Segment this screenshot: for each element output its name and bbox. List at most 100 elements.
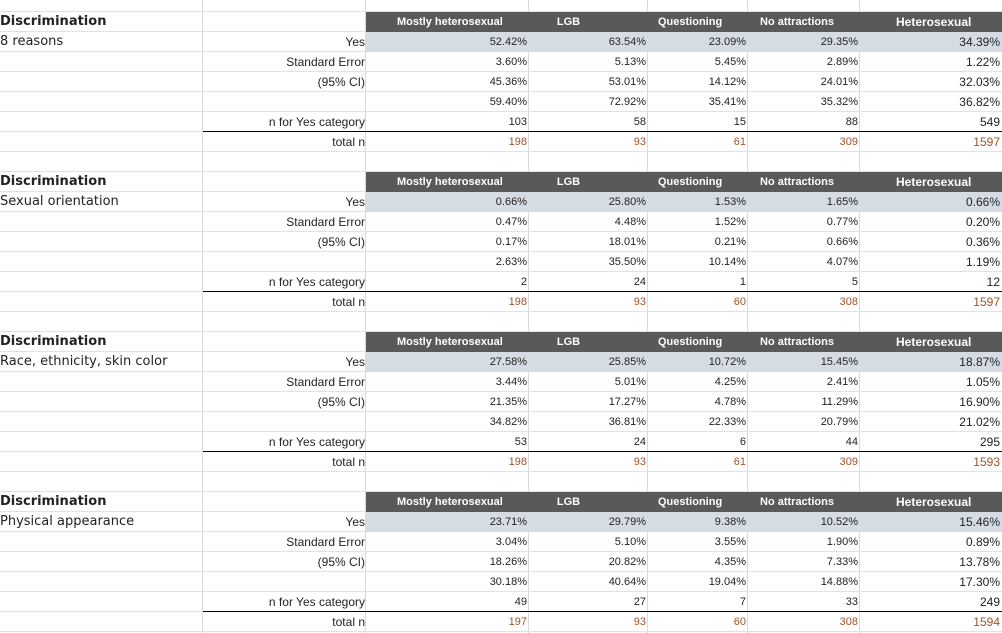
block-title[interactable]: Discrimination (0, 174, 107, 189)
cell-yes[interactable]: 34.39% (860, 32, 1002, 52)
cell-ci-lo[interactable]: 20.82% (608, 556, 646, 568)
cell-yes[interactable]: 18.87% (860, 352, 1002, 372)
cell-ci-hi[interactable]: 36.81% (608, 416, 646, 428)
column-header[interactable]: No attractions (748, 172, 860, 192)
cell-yes[interactable]: 23.71% (366, 512, 529, 532)
cell-ci-hi[interactable]: 4.07% (826, 256, 858, 268)
cell-ci-lo[interactable]: 13.78% (959, 555, 1000, 569)
block-title[interactable]: Discrimination (0, 14, 107, 29)
cell-se[interactable]: 5.13% (614, 56, 646, 68)
cell-n-yes[interactable]: 295 (979, 435, 1000, 449)
cell-ci-hi[interactable]: 34.82% (489, 416, 527, 428)
row-label-n-yes[interactable]: n for Yes category (268, 275, 365, 289)
row-label-se[interactable]: Standard Error (286, 535, 365, 549)
cell-total[interactable]: 93 (633, 616, 646, 628)
cell-ci-lo[interactable]: 4.35% (714, 556, 746, 568)
cell-ci-lo[interactable]: 0.36% (965, 235, 1000, 249)
cell-ci-hi[interactable]: 1.19% (965, 255, 1000, 269)
row-label-total[interactable]: total n (332, 455, 365, 469)
row-label-ci[interactable]: (95% CI) (317, 555, 365, 569)
cell-se[interactable]: 3.04% (495, 536, 527, 548)
cell-ci-lo[interactable]: 21.35% (489, 396, 527, 408)
cell-yes[interactable]: 27.58% (366, 352, 529, 372)
cell-se[interactable]: 3.60% (495, 56, 527, 68)
cell-se[interactable]: 5.10% (614, 536, 646, 548)
column-header[interactable]: Questioning (648, 332, 748, 352)
cell-n-yes[interactable]: 49 (514, 596, 527, 608)
cell-ci-lo[interactable]: 16.90% (959, 395, 1000, 409)
cell-n-yes[interactable]: 7 (739, 596, 746, 608)
cell-ci-hi[interactable]: 20.79% (820, 416, 858, 428)
column-header[interactable]: Questioning (648, 12, 748, 32)
cell-ci-lo[interactable]: 0.66% (826, 236, 858, 248)
cell-total[interactable]: 61 (733, 456, 746, 468)
cell-yes[interactable]: 1.53% (648, 192, 748, 212)
cell-total[interactable]: 60 (733, 296, 746, 308)
cell-ci-hi[interactable]: 19.04% (708, 576, 746, 588)
cell-ci-hi[interactable]: 14.88% (820, 576, 858, 588)
cell-total[interactable]: 309 (839, 136, 858, 148)
cell-ci-lo[interactable]: 7.33% (826, 556, 858, 568)
cell-ci-hi[interactable]: 59.40% (489, 96, 527, 108)
cell-yes[interactable]: 10.72% (648, 352, 748, 372)
cell-total[interactable]: 93 (633, 296, 646, 308)
cell-n-yes[interactable]: 12 (986, 275, 1000, 289)
cell-ci-hi[interactable]: 2.63% (495, 256, 527, 268)
cell-se[interactable]: 3.55% (714, 536, 746, 548)
column-header[interactable]: Questioning (648, 492, 748, 512)
cell-total[interactable]: 1597 (973, 135, 1000, 149)
cell-total[interactable]: 1594 (973, 615, 1000, 629)
column-header[interactable]: Mostly heterosexual (366, 332, 529, 352)
cell-se[interactable]: 1.90% (826, 536, 858, 548)
column-header[interactable]: Mostly heterosexual (366, 172, 529, 192)
cell-total[interactable]: 197 (508, 616, 527, 628)
cell-yes[interactable]: 29.35% (748, 32, 860, 52)
cell-yes[interactable]: 15.45% (748, 352, 860, 372)
cell-yes[interactable]: 25.85% (529, 352, 648, 372)
row-label-total[interactable]: total n (332, 615, 365, 629)
block-subtitle[interactable]: 8 reasons (0, 34, 64, 49)
row-label-se[interactable]: Standard Error (286, 55, 365, 69)
column-header[interactable]: Heterosexual (860, 492, 1002, 512)
cell-yes[interactable]: 25.80% (529, 192, 648, 212)
cell-total[interactable]: 93 (633, 456, 646, 468)
cell-n-yes[interactable]: 88 (845, 116, 858, 128)
cell-ci-hi[interactable]: 35.50% (608, 256, 646, 268)
cell-total[interactable]: 60 (733, 616, 746, 628)
cell-total[interactable]: 1593 (973, 455, 1000, 469)
cell-se[interactable]: 2.41% (826, 376, 858, 388)
cell-ci-lo[interactable]: 4.78% (714, 396, 746, 408)
column-header[interactable]: Questioning (648, 172, 748, 192)
row-label-yes[interactable]: Yes (345, 195, 365, 209)
cell-ci-lo[interactable]: 53.01% (608, 76, 646, 88)
cell-se[interactable]: 4.25% (714, 376, 746, 388)
row-label-yes[interactable]: Yes (345, 515, 365, 529)
cell-ci-hi[interactable]: 10.14% (708, 256, 746, 268)
cell-yes[interactable]: 52.42% (366, 32, 529, 52)
cell-total[interactable]: 308 (839, 296, 858, 308)
column-header[interactable]: No attractions (748, 12, 860, 32)
cell-se[interactable]: 3.44% (495, 376, 527, 388)
cell-ci-lo[interactable]: 11.29% (821, 396, 859, 408)
column-header[interactable]: Heterosexual (860, 172, 1002, 192)
row-label-total[interactable]: total n (332, 295, 365, 309)
cell-ci-lo[interactable]: 32.03% (959, 75, 1000, 89)
column-header[interactable]: LGB (529, 172, 648, 192)
row-label-se[interactable]: Standard Error (286, 375, 365, 389)
cell-ci-lo[interactable]: 18.26% (489, 556, 527, 568)
row-label-yes[interactable]: Yes (345, 355, 365, 369)
cell-total[interactable]: 61 (733, 136, 746, 148)
cell-se[interactable]: 5.45% (714, 56, 746, 68)
cell-n-yes[interactable]: 2 (520, 276, 527, 288)
cell-ci-hi[interactable]: 21.02% (959, 415, 1000, 429)
cell-total[interactable]: 1597 (973, 295, 1000, 309)
cell-yes[interactable]: 63.54% (529, 32, 648, 52)
cell-se[interactable]: 4.48% (614, 216, 646, 228)
cell-se[interactable]: 1.05% (965, 375, 1000, 389)
cell-se[interactable]: 5.01% (614, 376, 646, 388)
cell-se[interactable]: 2.89% (826, 56, 858, 68)
cell-se[interactable]: 1.52% (714, 216, 746, 228)
cell-ci-hi[interactable]: 30.18% (489, 576, 527, 588)
column-header[interactable]: No attractions (748, 492, 860, 512)
cell-n-yes[interactable]: 53 (514, 436, 527, 448)
